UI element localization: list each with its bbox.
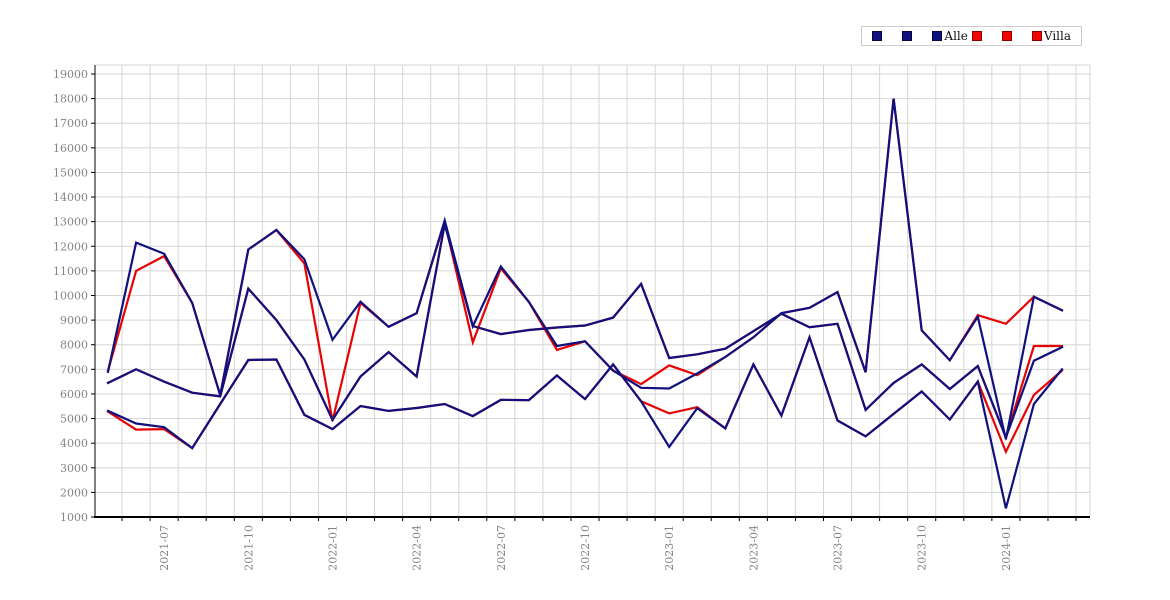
y-tick-label: 7000 bbox=[60, 363, 88, 376]
y-tick-label: 4000 bbox=[60, 437, 88, 450]
x-tick-label: 2022-07 bbox=[495, 525, 508, 571]
y-tick-label: 10000 bbox=[53, 290, 88, 303]
legend: Alle Villa bbox=[861, 26, 1082, 46]
x-tick-label: 2021-10 bbox=[242, 525, 255, 571]
series-line-alle-3 bbox=[106, 333, 1064, 509]
y-tick-label: 1000 bbox=[60, 511, 88, 524]
x-tick-label: 2022-10 bbox=[579, 525, 592, 571]
legend-marker-6-icon bbox=[1031, 31, 1042, 41]
x-tick-label: 2023-10 bbox=[916, 525, 929, 571]
x-tick-label: 2023-04 bbox=[747, 525, 760, 571]
y-tick-label: 9000 bbox=[60, 314, 88, 327]
series-line-alle-1 bbox=[106, 98, 1064, 440]
legend-marker-3-icon bbox=[932, 31, 943, 41]
legend-marker-4-icon bbox=[971, 31, 982, 41]
y-tick-label: 15000 bbox=[53, 166, 88, 179]
y-tick-label: 8000 bbox=[60, 339, 88, 352]
y-tick-label: 6000 bbox=[60, 388, 88, 401]
x-tick-label: 2024-01 bbox=[1000, 525, 1013, 571]
series-line-villa-1 bbox=[106, 98, 1064, 422]
x-tick-label: 2023-07 bbox=[832, 525, 845, 571]
y-tick-label: 12000 bbox=[53, 240, 88, 253]
y-tick-label: 11000 bbox=[53, 265, 88, 278]
x-tick-label: 2023-01 bbox=[663, 525, 676, 571]
y-tick-label: 19000 bbox=[53, 68, 88, 81]
legend-marker-1-icon bbox=[872, 31, 883, 41]
y-tick-label: 14000 bbox=[53, 191, 88, 204]
series-line-alle-2 bbox=[106, 223, 1064, 441]
series-line-villa-2 bbox=[106, 223, 1064, 441]
legend-marker-5-icon bbox=[1001, 31, 1012, 41]
x-tick-label: 2022-01 bbox=[326, 525, 339, 571]
x-tick-label: 2021-07 bbox=[158, 525, 171, 571]
y-tick-label: 13000 bbox=[53, 216, 88, 229]
y-tick-label: 17000 bbox=[53, 117, 88, 130]
x-tick-label: 2022-04 bbox=[411, 525, 424, 571]
y-tick-label: 18000 bbox=[53, 93, 88, 106]
y-tick-label: 2000 bbox=[60, 486, 88, 499]
legend-label-villa: Villa bbox=[1043, 29, 1071, 43]
legend-marker-2-icon bbox=[902, 31, 913, 41]
legend-label-alle: Alle bbox=[944, 29, 968, 43]
y-tick-label: 5000 bbox=[60, 413, 88, 426]
y-tick-label: 3000 bbox=[60, 462, 88, 475]
y-tick-label: 16000 bbox=[53, 142, 88, 155]
